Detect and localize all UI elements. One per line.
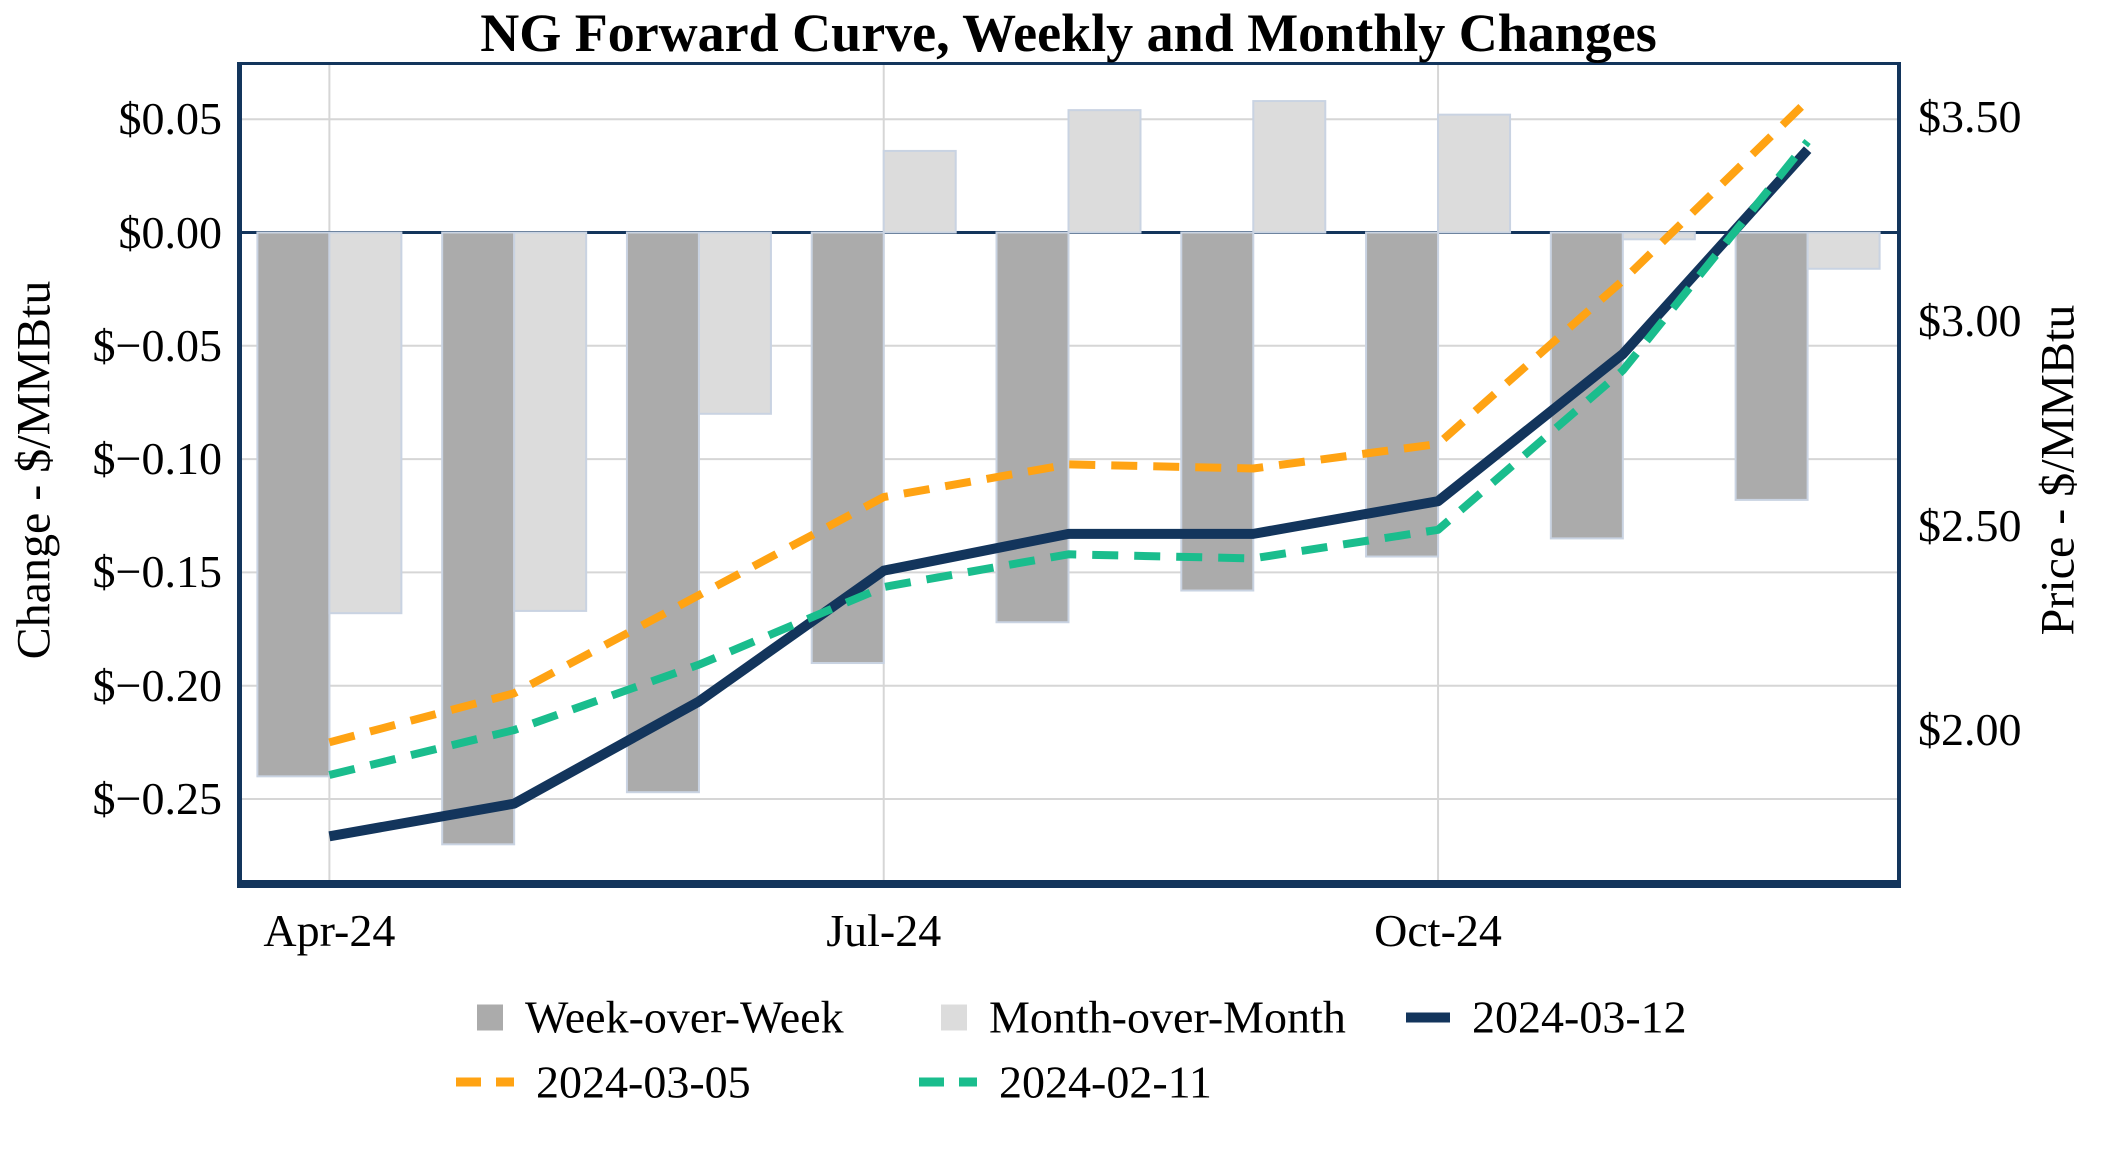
plot-border xyxy=(237,62,1901,888)
left-tick-label: $−0.20 xyxy=(92,659,222,711)
legend-label: 2024-02-11 xyxy=(999,1056,1212,1108)
legend-swatch-square xyxy=(941,1004,967,1030)
right-tick-label: $3.00 xyxy=(1918,295,2022,347)
legend-swatch-dash xyxy=(919,1077,977,1087)
right-spine xyxy=(1897,62,1901,888)
chart-title: NG Forward Curve, Weekly and Monthly Cha… xyxy=(480,3,1657,63)
top-spine xyxy=(237,62,1900,65)
legend-item-2024-03-05: 2024-03-05 xyxy=(456,1056,751,1109)
legend-swatch-square xyxy=(477,1004,503,1030)
left-tick-label: $0.05 xyxy=(118,93,223,145)
left-tick-label: $−0.10 xyxy=(92,433,222,485)
right-tick-label: $2.00 xyxy=(1918,704,2022,756)
line-2024-03-12 xyxy=(328,146,1812,842)
bar-month-over-month xyxy=(513,231,588,612)
line-series xyxy=(328,97,1812,842)
line-2024-03-05 xyxy=(328,97,1811,747)
left-tick-label: $0.00 xyxy=(118,206,223,258)
bar-month-over-month xyxy=(882,149,957,234)
bar-week-over-week xyxy=(441,231,516,846)
legend-label: 2024-03-12 xyxy=(1472,991,1687,1043)
left-tick-label: $−0.25 xyxy=(92,773,222,824)
bar-month-over-month xyxy=(328,231,403,615)
bar-week-over-week xyxy=(625,231,700,794)
bar-month-over-month xyxy=(1252,100,1327,234)
legend-swatch-dash xyxy=(456,1077,514,1087)
bar-week-over-week xyxy=(1734,231,1809,501)
legend-item-2024-02-11: 2024-02-11 xyxy=(919,1056,1212,1109)
left-axis-title: Change - $/MMBtu xyxy=(7,280,61,660)
legend-item-2024-03-12: 2024-03-12 xyxy=(1406,991,1687,1044)
right-tick-label: $3.50 xyxy=(1918,91,2022,142)
right-tick-label: $2.50 xyxy=(1918,499,2022,551)
legend-label: Week-over-Week xyxy=(525,991,844,1043)
x-tick-label: Apr-24 xyxy=(263,905,396,956)
x-tick-label: Oct-24 xyxy=(1374,905,1502,956)
bar-month-over-month xyxy=(1806,231,1881,270)
legend-swatch-line xyxy=(1406,1012,1450,1022)
right-axis-title: Price - $/MMBtu xyxy=(2031,304,2085,636)
line-2024-02-11 xyxy=(328,139,1811,779)
legend-label: 2024-03-05 xyxy=(536,1056,751,1108)
bar-month-over-month xyxy=(697,231,772,415)
left-tick-label: $−0.05 xyxy=(92,319,222,371)
legend-item-month-over-month: Month-over-Month xyxy=(941,991,1346,1044)
bar-week-over-week xyxy=(256,231,331,778)
legend-label: Month-over-Month xyxy=(989,991,1346,1043)
bottom-spine xyxy=(237,880,1901,888)
bar-month-over-month xyxy=(1437,113,1512,234)
left-tick-label: $−0.15 xyxy=(92,546,222,598)
bar-month-over-month xyxy=(1621,231,1696,241)
bar-month-over-month xyxy=(1067,109,1142,234)
left-spine xyxy=(237,62,242,888)
legend-item-week-over-week: Week-over-Week xyxy=(477,991,844,1044)
x-tick-label: Jul-24 xyxy=(826,905,942,956)
